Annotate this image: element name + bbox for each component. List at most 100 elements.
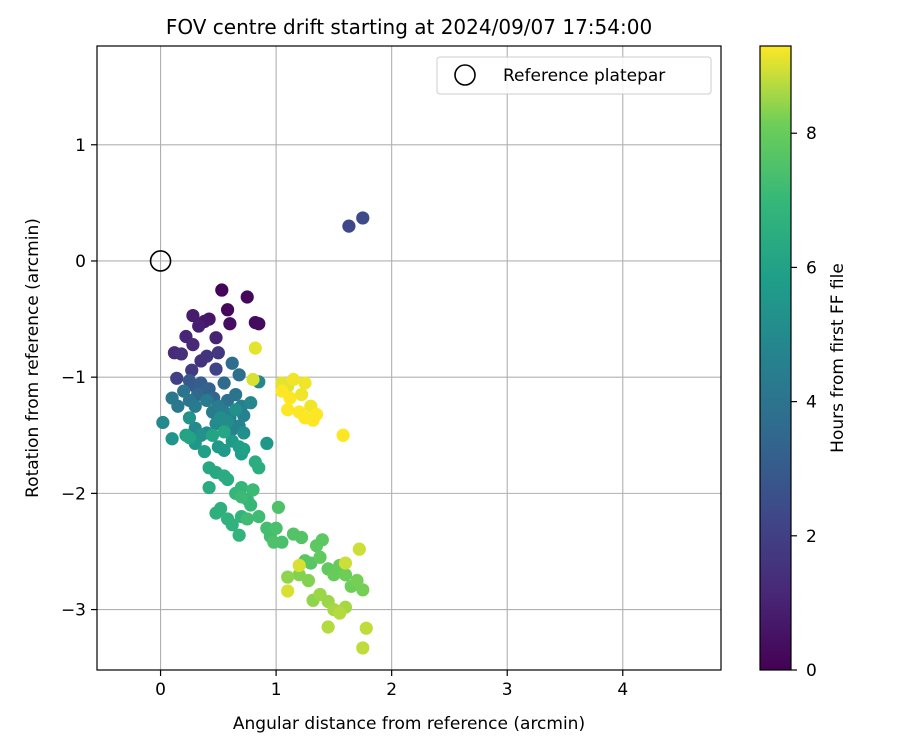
data-point bbox=[197, 444, 212, 459]
data-point bbox=[244, 498, 258, 512]
colorbar: 0 2 4 6 8 Hours from first FF file bbox=[759, 45, 848, 681]
data-point bbox=[336, 428, 350, 442]
data-point bbox=[200, 393, 214, 408]
data-point bbox=[171, 399, 185, 413]
data-point bbox=[281, 570, 295, 584]
y-axis-label: Rotation from reference (arcmin) bbox=[23, 218, 43, 498]
data-point bbox=[359, 621, 373, 635]
data-point bbox=[342, 219, 356, 233]
data-point bbox=[202, 480, 216, 495]
x-axis-ticks: 0 1 2 3 4 bbox=[155, 670, 628, 700]
data-point bbox=[223, 317, 237, 331]
legend: Reference platepar bbox=[436, 56, 712, 95]
data-point bbox=[281, 584, 295, 598]
data-point bbox=[313, 550, 327, 564]
y-tick-label: −1 bbox=[61, 368, 86, 388]
data-point bbox=[271, 500, 286, 514]
data-point bbox=[298, 376, 312, 390]
data-point bbox=[292, 558, 306, 573]
colorbar-tick-label: 4 bbox=[806, 393, 817, 413]
data-point bbox=[174, 347, 188, 361]
colorbar-label: Hours from first FF file bbox=[828, 263, 848, 453]
data-point bbox=[182, 411, 197, 425]
data-point bbox=[220, 303, 235, 317]
x-tick-label: 4 bbox=[617, 680, 628, 700]
data-point bbox=[333, 606, 347, 620]
data-point bbox=[283, 391, 297, 405]
legend-box bbox=[436, 56, 712, 95]
y-tick-label: −2 bbox=[61, 484, 86, 504]
x-tick-label: 3 bbox=[502, 680, 513, 700]
data-point bbox=[267, 535, 281, 549]
data-point bbox=[225, 518, 239, 532]
colorbar-gradient bbox=[759, 45, 792, 671]
colorbar-tick-label: 0 bbox=[806, 661, 817, 681]
x-tick-label: 1 bbox=[271, 680, 282, 700]
data-point bbox=[338, 556, 353, 570]
data-point bbox=[237, 426, 251, 440]
chart-title: FOV centre drift starting at 2024/09/07 … bbox=[166, 15, 652, 39]
data-point bbox=[182, 430, 197, 445]
data-point bbox=[200, 349, 214, 363]
data-points bbox=[156, 211, 373, 655]
data-point bbox=[229, 403, 243, 417]
plot-frame bbox=[96, 45, 722, 671]
data-point bbox=[292, 568, 306, 582]
data-point bbox=[294, 530, 309, 545]
x-tick-label: 0 bbox=[155, 680, 166, 700]
data-point bbox=[294, 388, 309, 402]
grid-lines bbox=[97, 46, 721, 670]
data-point bbox=[165, 432, 179, 446]
data-point bbox=[260, 436, 274, 451]
legend-marker bbox=[454, 64, 476, 86]
data-point bbox=[315, 533, 329, 547]
data-point bbox=[321, 620, 335, 634]
x-tick-label: 2 bbox=[386, 680, 397, 700]
data-point bbox=[232, 368, 246, 382]
data-point bbox=[185, 363, 199, 377]
data-point bbox=[220, 414, 235, 428]
data-point bbox=[240, 290, 254, 304]
data-point bbox=[286, 372, 301, 387]
data-point bbox=[209, 331, 223, 345]
data-point bbox=[225, 356, 239, 370]
data-point bbox=[356, 641, 370, 655]
data-point bbox=[209, 506, 223, 520]
y-tick-label: −3 bbox=[61, 601, 86, 621]
data-point bbox=[232, 528, 246, 542]
data-point bbox=[186, 338, 200, 352]
data-point bbox=[252, 317, 266, 331]
data-point bbox=[220, 472, 235, 487]
data-point bbox=[186, 308, 200, 323]
y-tick-label: 1 bbox=[75, 136, 86, 156]
data-point bbox=[246, 372, 260, 387]
reference-marker bbox=[149, 250, 172, 272]
data-point bbox=[229, 388, 243, 402]
data-point bbox=[217, 425, 231, 439]
data-point bbox=[234, 480, 249, 495]
data-point bbox=[240, 512, 254, 526]
data-point bbox=[306, 413, 320, 427]
data-point bbox=[248, 341, 262, 355]
colorbar-ticks: 0 2 4 6 8 bbox=[791, 124, 817, 681]
y-tick-label: 0 bbox=[75, 252, 86, 272]
data-point bbox=[217, 443, 231, 457]
data-point bbox=[215, 283, 229, 297]
legend-label: Reference platepar bbox=[503, 66, 665, 86]
data-point bbox=[352, 542, 366, 556]
colorbar-tick-label: 8 bbox=[806, 124, 817, 144]
data-point bbox=[356, 211, 370, 225]
y-axis-ticks: −3 −2 −1 0 1 bbox=[61, 136, 97, 621]
data-point bbox=[188, 399, 202, 413]
data-point bbox=[217, 376, 231, 390]
colorbar-tick-label: 2 bbox=[806, 527, 817, 547]
data-point bbox=[246, 483, 260, 497]
data-point bbox=[209, 362, 223, 376]
data-point bbox=[205, 428, 220, 442]
data-point bbox=[356, 583, 370, 597]
data-point bbox=[338, 568, 353, 582]
data-point bbox=[192, 319, 206, 333]
data-point bbox=[237, 442, 251, 456]
data-point bbox=[269, 521, 283, 535]
